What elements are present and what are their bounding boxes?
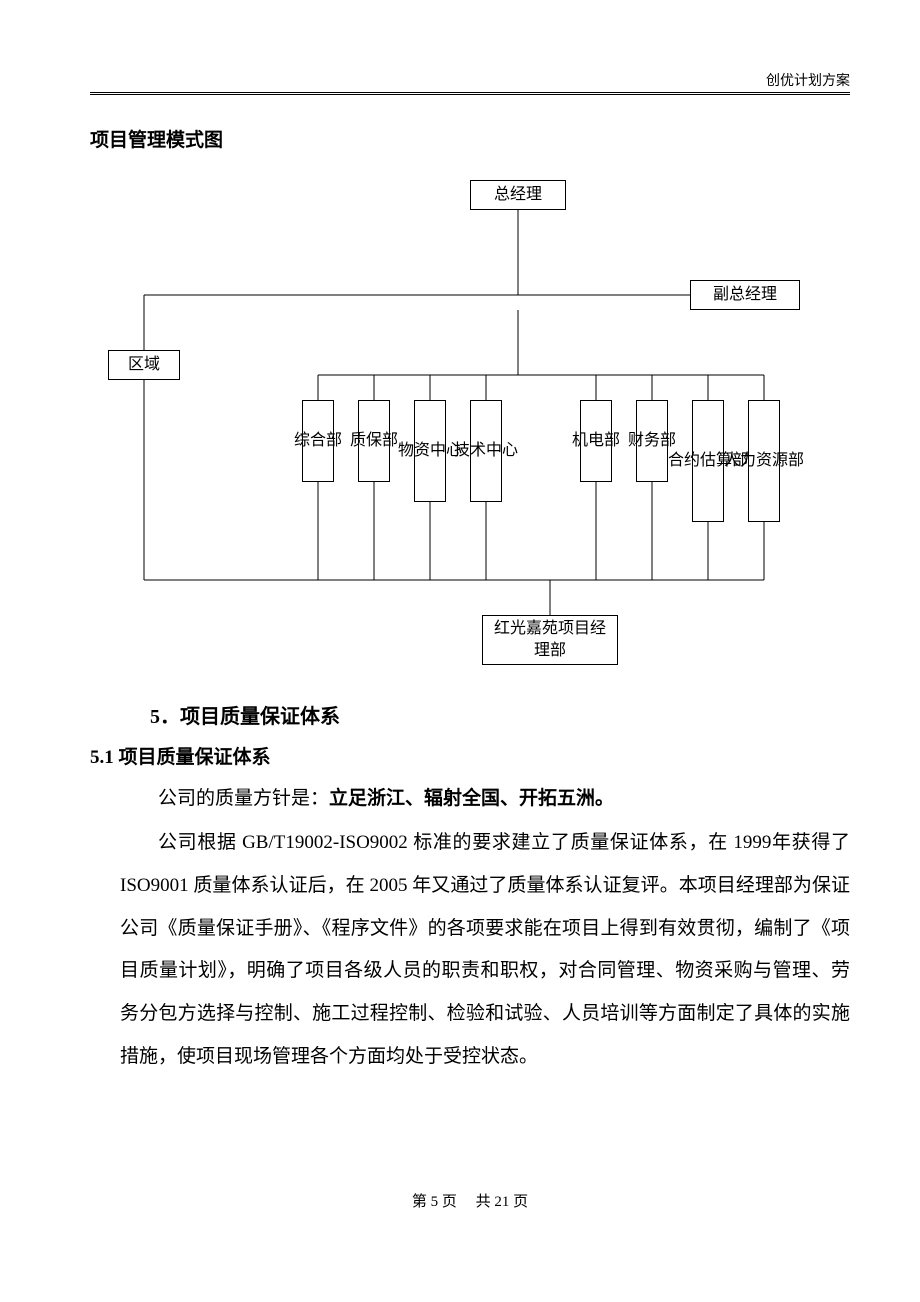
- footer-page-num: 5: [431, 1194, 439, 1210]
- heading-5-1: 5.1 项目质量保证体系: [90, 742, 271, 769]
- paragraph-2: 公司根据 GB/T19002-ISO9002 标准的要求建立了质量保证体系，在 …: [120, 822, 850, 1079]
- org-node-region: 区域: [108, 350, 180, 380]
- footer-total: 21: [494, 1194, 509, 1210]
- org-node-d8: 人力资源部: [748, 400, 780, 522]
- paragraph-1-lead: 公司的质量方针是：: [158, 788, 329, 809]
- header-rule: [90, 92, 850, 95]
- org-node-d1: 综合部: [302, 400, 334, 482]
- org-node-d6: 财务部: [636, 400, 668, 482]
- orgchart-lines: [90, 70, 850, 680]
- footer-prefix: 第: [412, 1194, 427, 1210]
- footer-mid: 页: [442, 1194, 457, 1210]
- heading-5-1-title: 项目质量保证体系: [119, 747, 271, 768]
- org-node-dgm: 副总经理: [690, 280, 800, 310]
- org-node-d7: 合约估算部: [692, 400, 724, 522]
- paragraph-1: 公司的质量方针是：立足浙江、辐射全国、开拓五洲。: [120, 778, 850, 821]
- paragraph-2-text: 公司根据 GB/T19002-ISO9002 标准的要求建立了质量保证体系，在 …: [120, 822, 850, 1079]
- orgchart-title: 项目管理模式图: [90, 125, 223, 152]
- org-node-d2: 质保部: [358, 400, 390, 482]
- heading-5: 5．项目质量保证体系: [150, 700, 340, 729]
- org-node-d3: 物资中心: [414, 400, 446, 502]
- org-node-gm: 总经理: [470, 180, 566, 210]
- footer-suffix: 页: [513, 1194, 528, 1210]
- heading-5-num: 5．: [150, 706, 180, 728]
- heading-5-title: 项目质量保证体系: [180, 706, 340, 728]
- footer-sep: 共: [476, 1194, 491, 1210]
- org-node-proj: 红光嘉苑项目经理部: [482, 615, 618, 665]
- org-node-d5: 机电部: [580, 400, 612, 482]
- paragraph-1-bold: 立足浙江、辐射全国、开拓五洲。: [329, 788, 614, 809]
- heading-5-1-num: 5.1: [90, 747, 114, 768]
- doc-header-right: 创优计划方案: [766, 70, 850, 90]
- page-footer: 第 5 页 共 21 页: [90, 1190, 850, 1211]
- org-node-d4: 技术中心: [470, 400, 502, 502]
